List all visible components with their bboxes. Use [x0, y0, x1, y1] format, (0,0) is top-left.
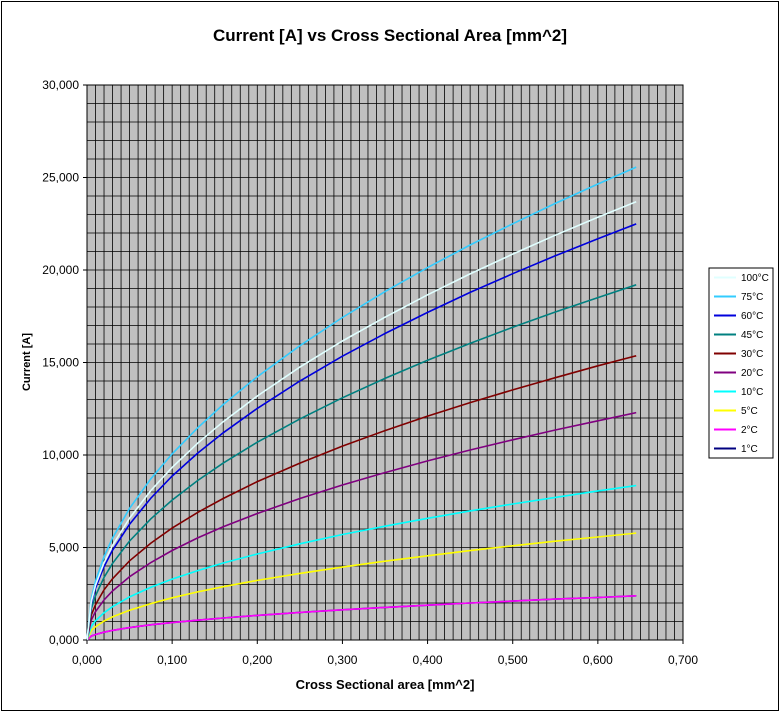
y-axis-title: Current [A] — [21, 333, 33, 391]
legend-label: 10°C — [741, 387, 763, 398]
legend-label: 2°C — [741, 425, 758, 436]
x-axis-title: Cross Sectional area [mm^2] — [296, 677, 475, 692]
plot-area — [86, 84, 684, 641]
x-tick-label: 0,500 — [498, 653, 528, 667]
x-tick-label: 0,700 — [668, 653, 698, 667]
legend-label: 5°C — [741, 406, 758, 417]
y-tick-label: 15,000 — [42, 356, 79, 370]
grid — [87, 85, 683, 640]
legend-label: 75°C — [741, 292, 763, 303]
x-tick-label: 0,300 — [327, 653, 357, 667]
legend-label: 1°C — [741, 444, 758, 455]
legend-label: 20°C — [741, 368, 763, 379]
x-axis-ticks: 0,000 0,100 0,200 0,300 0,400 0,500 0,600 0,700 — [72, 640, 698, 667]
legend-label: 45°C — [741, 330, 763, 341]
x-tick-label: 0,000 — [72, 653, 102, 667]
y-tick-label: 20,000 — [42, 263, 79, 277]
legend-label: 60°C — [741, 311, 763, 322]
series-line — [86, 411, 637, 641]
legend-label: 100°C — [741, 273, 769, 284]
x-tick-label: 0,400 — [413, 653, 443, 667]
legend-box — [708, 267, 774, 459]
series-lines — [86, 166, 637, 641]
y-tick-label: 30,000 — [42, 78, 79, 92]
series-line — [86, 532, 637, 641]
x-tick-label: 0,600 — [583, 653, 613, 667]
x-tick-label: 0,200 — [242, 653, 272, 667]
chart-title: Current [A] vs Cross Sectional Area [mm^… — [213, 26, 567, 45]
series-line — [86, 284, 637, 641]
series-line — [86, 166, 637, 641]
legend: 100°C 75°C 60°C 45°C 30°C 20°C 10°C 5°C 2°C 1°C — [708, 267, 774, 459]
y-tick-label: 5,000 — [49, 541, 79, 555]
series-line — [86, 200, 637, 641]
series-line — [86, 484, 637, 641]
y-axis-ticks: 0,000 5,000 10,000 15,000 20,000 25,000 30,000 — [42, 78, 87, 647]
x-tick-label: 0,100 — [157, 653, 187, 667]
series-line — [86, 355, 637, 641]
series-line — [86, 223, 637, 641]
y-tick-label: 25,000 — [42, 171, 79, 185]
legend-label: 30°C — [741, 349, 763, 360]
y-tick-label: 10,000 — [42, 448, 79, 462]
y-tick-label: 0,000 — [49, 633, 79, 647]
series-line — [86, 595, 637, 641]
